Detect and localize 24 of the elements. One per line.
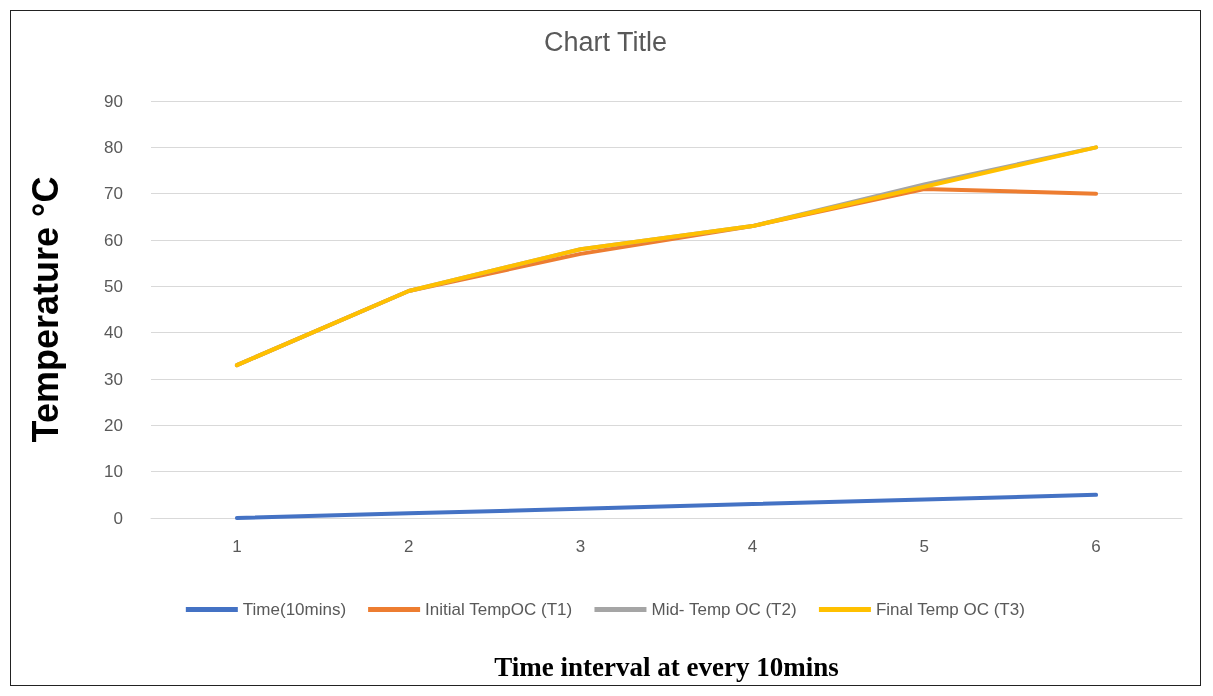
y-tick-label: 0 xyxy=(113,508,123,528)
x-tick-label: 3 xyxy=(575,537,586,556)
x-tick-label: 6 xyxy=(1091,537,1101,556)
chart-title: Chart Title xyxy=(543,26,668,57)
y-axis-title: Temperature °C xyxy=(24,176,66,443)
legend-label: Mid- Temp OC (T2) xyxy=(651,600,797,619)
x-tick-label: 1 xyxy=(232,537,242,556)
x-axis-title: Time interval at every 10mins xyxy=(494,651,839,682)
y-tick-label: 30 xyxy=(104,369,123,389)
x-tick-label: 4 xyxy=(747,537,758,556)
y-tick-label: 20 xyxy=(104,415,123,435)
y-tick-label: 70 xyxy=(104,184,123,204)
y-tick-label: 10 xyxy=(104,462,123,482)
y-tick-label: 50 xyxy=(104,276,123,296)
x-tick-label: 2 xyxy=(404,537,414,556)
legend-label: Final Temp OC (T3) xyxy=(875,600,1025,619)
x-tick-label: 5 xyxy=(919,537,929,556)
y-tick-label: 40 xyxy=(104,323,123,343)
y-tick-label: 60 xyxy=(104,230,123,250)
y-tick-label: 90 xyxy=(104,91,123,111)
legend-label: Initial TempOC (T1) xyxy=(425,600,573,619)
legend-label: Time(10mins) xyxy=(242,600,347,619)
line-series xyxy=(234,492,1099,520)
y-tick-label: 80 xyxy=(104,137,123,157)
